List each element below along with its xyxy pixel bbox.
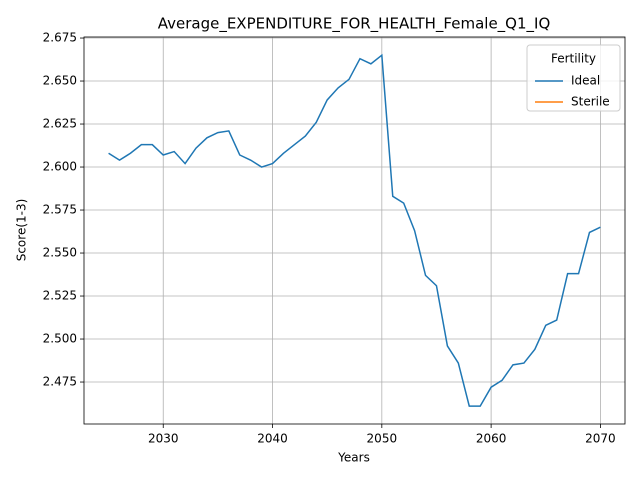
x-tick-label: 2030	[148, 432, 179, 446]
chart-title: Average_EXPENDITURE_FOR_HEALTH_Female_Q1…	[158, 15, 551, 34]
y-tick-label: 2.500	[43, 332, 77, 346]
legend-title: Fertility	[551, 52, 596, 66]
y-tick-label: 2.475	[43, 375, 77, 389]
y-tick-label: 2.650	[43, 74, 77, 88]
x-axis-label: Years	[337, 451, 370, 465]
y-tick-label: 2.600	[43, 160, 77, 174]
y-axis-label: Score(1-3)	[15, 199, 29, 262]
x-tick-label: 2060	[476, 432, 507, 446]
y-tick-label: 2.525	[43, 289, 77, 303]
plot-frame	[83, 36, 626, 425]
legend-label: Sterile	[571, 95, 610, 109]
x-tick-label: 2040	[257, 432, 288, 446]
y-tick-label: 2.675	[43, 31, 77, 45]
y-tick-label: 2.575	[43, 203, 77, 217]
x-tick-label: 2050	[367, 432, 398, 446]
legend-box	[526, 44, 621, 112]
y-tick-label: 2.550	[43, 246, 77, 260]
x-tick-label: 2070	[585, 432, 616, 446]
legend-label: Ideal	[571, 74, 600, 88]
y-tick-label: 2.625	[43, 117, 77, 131]
series-line	[108, 53, 601, 407]
